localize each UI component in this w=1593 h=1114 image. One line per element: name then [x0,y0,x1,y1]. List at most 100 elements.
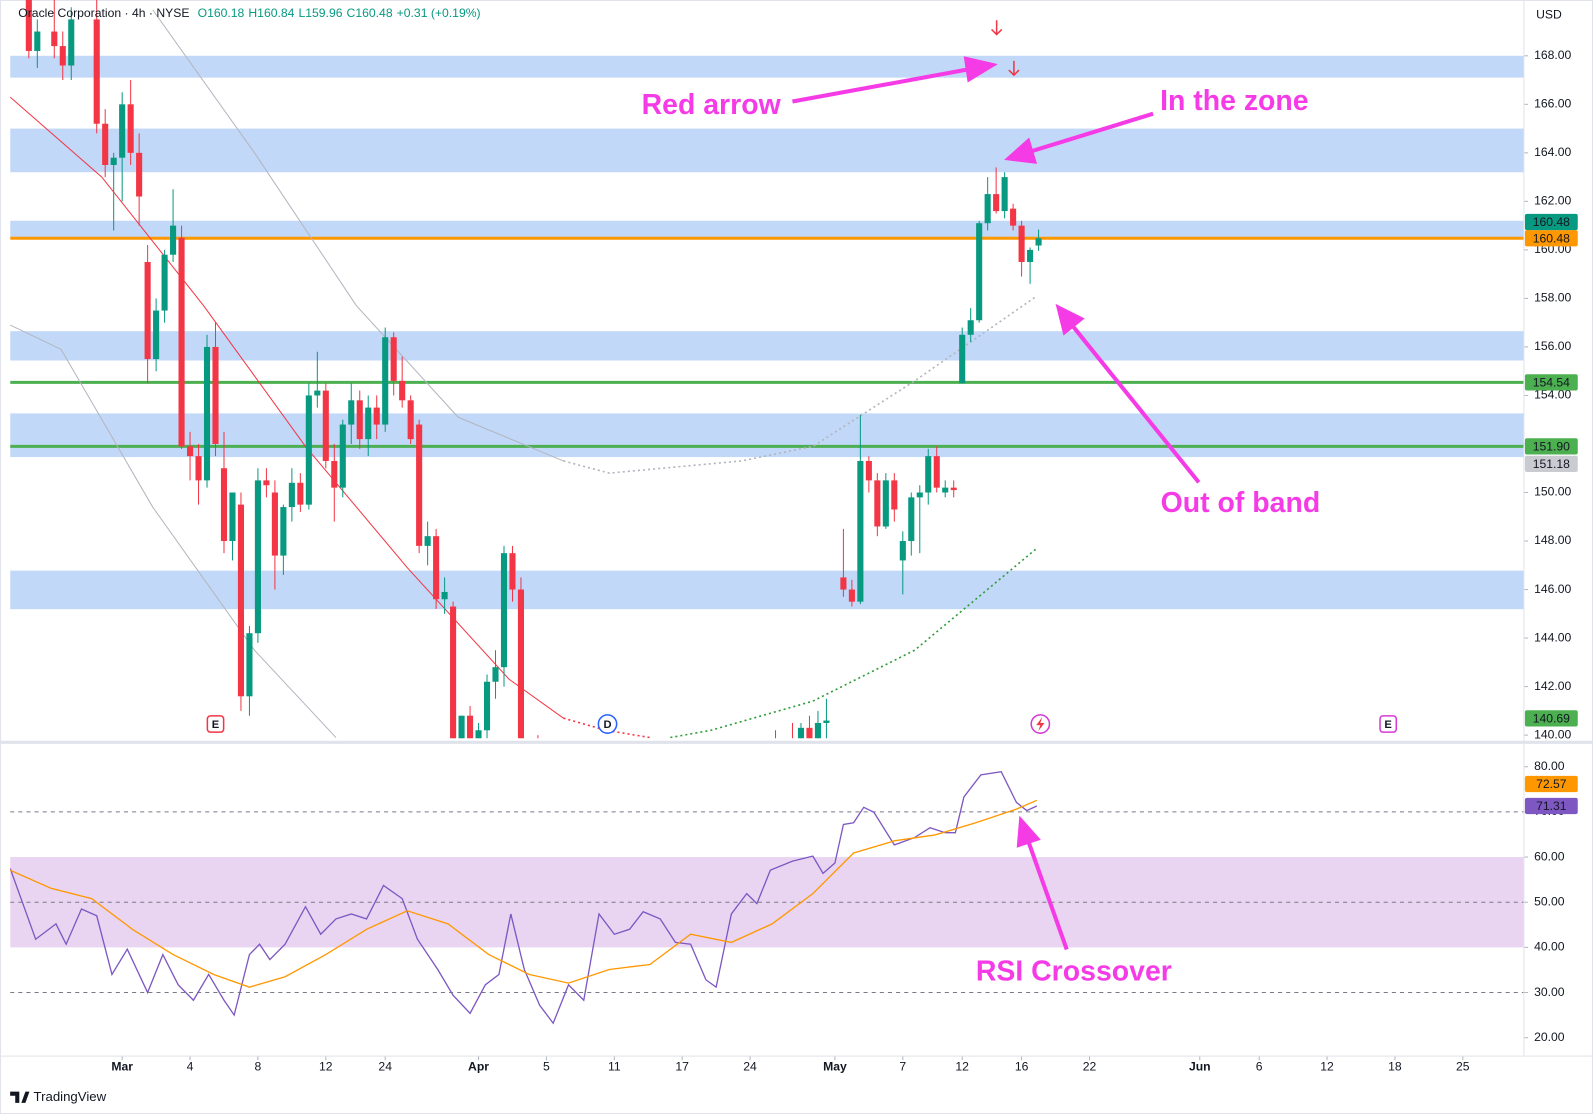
candle-body [203,346,211,481]
annotation: In the zone [1160,85,1309,117]
zone [10,220,1524,238]
signal-arrow [1008,60,1020,77]
candle-body [891,480,898,510]
candle-body [110,157,117,165]
y-tick-label: 168.00 [1534,48,1571,62]
y-tick-label: 80.00 [1534,759,1565,773]
candle-body [857,460,864,602]
y-tick-label: 164.00 [1534,145,1571,159]
candle-body [59,46,66,66]
open: O160.18 [198,6,245,20]
price-label-box [1524,374,1578,391]
y-tick-label: 154.00 [1534,388,1571,402]
x-tick-label: May [823,1060,847,1074]
arrow [1070,323,1201,484]
candle-body [51,31,58,47]
price-label-box [1524,775,1578,793]
x-tick-label: 24 [378,1060,392,1074]
x-tick-label: 5 [543,1060,550,1074]
candle-body [373,407,380,425]
brand: TradingView [34,1089,107,1104]
y-tick-label: 156.00 [1534,339,1571,353]
candle-body [1035,238,1042,246]
event-label: E [1384,719,1391,731]
price-label: 72.57 [1536,777,1567,791]
event-label: E [212,719,219,731]
y-tick-label: 60.00 [1534,849,1565,863]
x-tick-label: 18 [1388,1060,1402,1074]
high: H160.84 [248,6,294,20]
signal-arrow [991,20,1003,36]
candle-body [416,424,423,546]
candle-body [806,727,813,739]
zone [10,570,1524,610]
candle-body [450,606,457,739]
candle-body [976,223,983,321]
annotation: Out of band [1161,487,1321,519]
price-pane [10,0,1524,739]
x-tick-label: 12 [955,1060,969,1074]
candle-body [899,541,906,561]
candle-body [25,0,32,51]
change: +0.31 (+0.19%) [397,6,481,20]
price-label: 160.48 [1533,215,1570,229]
y-tick-label: 148.00 [1534,533,1571,547]
annotation-arrows [792,56,1201,951]
rsi-pane [10,770,1524,1025]
zone [10,55,1524,78]
y-tick-label: 144.00 [1534,630,1571,644]
candle-body [68,19,75,66]
candle-body [220,468,228,542]
candle-body [1018,225,1025,263]
candle-body [865,460,872,481]
header: Oracle Corporation · 4h · NYSE O160.18 H16… [18,6,480,20]
event-marker [206,715,225,733]
candle-body [178,237,185,447]
candle-body [407,400,414,440]
candle-body [314,390,321,396]
candle-body [959,334,966,384]
y-tick-label: 150.00 [1534,485,1571,499]
candle-body [1027,249,1034,263]
candle-body [467,715,474,739]
candle-body [993,194,1000,212]
y-tick-label: 30.00 [1534,985,1565,999]
candle-body [933,456,940,488]
close: C160.48 [347,6,393,20]
candle-body [874,480,881,527]
price-label-box [1524,455,1578,472]
event-label: D [603,719,611,731]
candle-body [814,722,821,739]
arrow [792,67,971,104]
y-tick-label: 158.00 [1534,291,1571,305]
x-tick-label: 12 [1320,1060,1334,1074]
candle-body [271,492,278,556]
candle-body [246,633,253,697]
price-label-box [1524,213,1578,231]
price-label-box [1524,797,1578,815]
low: L159.96 [298,6,342,20]
candle-body [424,536,431,546]
candle-body [170,225,177,255]
candle-body [399,380,406,401]
candle-body [441,591,448,600]
candle-body [475,730,482,739]
candle-body [1010,208,1017,226]
candle-body [908,497,915,542]
candle-body [950,487,957,491]
candle-body [127,104,134,153]
x-tick-label: 4 [187,1060,194,1074]
y-tick-label: 166.00 [1534,97,1571,111]
arrow-head [1055,303,1085,336]
x-tick-label: 22 [1083,1060,1097,1074]
candle-body [356,400,363,440]
candle-body [365,407,372,440]
candle-body [348,400,355,425]
candle-body [297,482,304,505]
x-tick-label: Mar [111,1060,133,1074]
arrow [1026,840,1069,951]
price-label-box [1524,438,1578,455]
x-tick-label: 12 [319,1060,333,1074]
zone [10,331,1524,361]
arrow-head [1004,137,1038,164]
